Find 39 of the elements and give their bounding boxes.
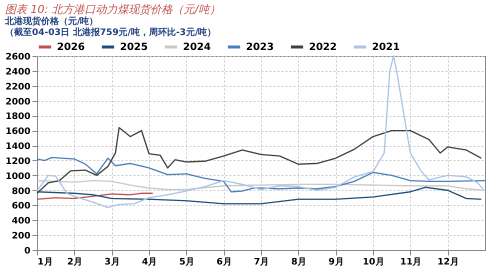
x-tick-label: 9月 bbox=[328, 256, 344, 268]
chart-subtitle: 北港现货价格（元/吨） bbox=[4, 16, 98, 27]
chart-title: 图表 10: 北方港口动力煤现货价格（元/吨） bbox=[4, 3, 220, 16]
x-tick-label: 4月 bbox=[142, 256, 158, 268]
y-tick-label: 2200 bbox=[5, 82, 30, 92]
legend-label: 2023 bbox=[246, 42, 274, 53]
legend-label: 2025 bbox=[120, 42, 148, 53]
x-tick-label: 12月 bbox=[437, 256, 459, 268]
legend-label: 2026 bbox=[57, 42, 85, 53]
y-tick-label: 1800 bbox=[5, 112, 30, 122]
y-tick-label: 400 bbox=[12, 216, 30, 227]
y-tick-label: 1200 bbox=[5, 156, 30, 167]
x-tick-label: 2月 bbox=[67, 256, 82, 268]
text: （截至04-03日 北港报759元/吨，周环比-3元/吨） bbox=[4, 27, 216, 38]
line-series bbox=[36, 55, 484, 208]
x-tick-label: 6月 bbox=[216, 256, 232, 268]
line-series bbox=[36, 186, 482, 204]
x-tick-label: 1月 bbox=[38, 256, 53, 268]
y-tick-label: 1600 bbox=[5, 127, 30, 138]
x-tick-label: 10月 bbox=[362, 256, 384, 268]
y-tick-label: 0 bbox=[24, 246, 30, 256]
legend-label: 2022 bbox=[309, 42, 337, 53]
legend-label: 2024 bbox=[183, 42, 211, 53]
x-tick-label: 8月 bbox=[291, 256, 306, 268]
x-tick-label: 3月 bbox=[104, 256, 120, 268]
line-series bbox=[36, 156, 486, 192]
x-tick-label: 7月 bbox=[254, 256, 270, 268]
y-tick-label: 2600 bbox=[5, 52, 30, 62]
y-tick-label: 2000 bbox=[5, 97, 30, 108]
legend-label: 2021 bbox=[372, 42, 400, 53]
x-tick-label: 11月 bbox=[400, 256, 422, 268]
y-tick-label: 2400 bbox=[5, 67, 30, 78]
line-series bbox=[36, 126, 482, 194]
x-tick-label: 5月 bbox=[179, 256, 194, 268]
y-tick-label: 800 bbox=[12, 186, 30, 197]
y-tick-label: 600 bbox=[12, 202, 30, 212]
y-tick-label: 1000 bbox=[5, 172, 30, 182]
y-tick-label: 1400 bbox=[5, 142, 30, 152]
y-tick-label: 200 bbox=[12, 232, 30, 242]
